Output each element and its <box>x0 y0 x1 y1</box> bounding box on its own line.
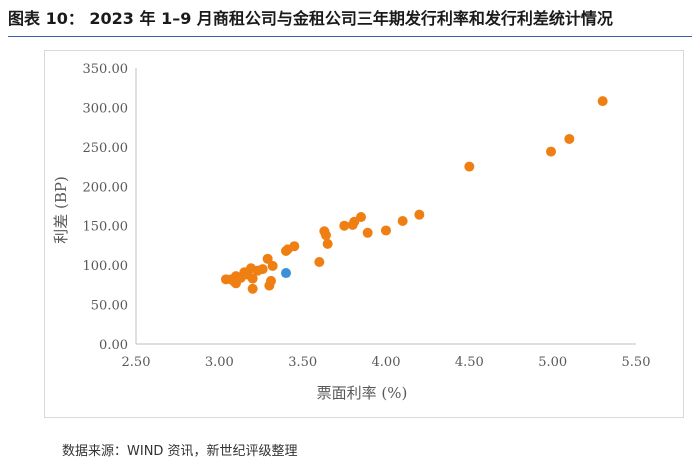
y-tick-label: 250.00 <box>83 141 129 156</box>
data-point <box>266 275 276 286</box>
y-tick-label: 300.00 <box>83 101 129 116</box>
x-tick-label: 3.00 <box>205 355 234 370</box>
x-tick-label: 4.50 <box>455 355 484 370</box>
x-axis-label: 票面利率 (%) <box>317 384 408 402</box>
chart-frame <box>44 50 684 418</box>
y-tick-labels: 0.00 50.00 100.00 150.00 200.00 250.00 300.00 3… <box>83 62 129 353</box>
y-tick-label: 100.00 <box>83 259 129 274</box>
data-point <box>262 253 273 264</box>
data-point <box>321 230 331 241</box>
data-point <box>356 212 366 223</box>
chart-title: 图表 10： 2023 年 1–9 月商租公司与金租公司三年期发行利率和发行利差… <box>8 9 613 28</box>
data-point <box>362 227 373 238</box>
data-points <box>221 96 608 294</box>
data-point <box>289 241 300 252</box>
data-point <box>397 215 408 226</box>
x-tick-label: 5.50 <box>622 355 651 370</box>
data-point <box>322 238 333 249</box>
x-tick-label: 3.50 <box>288 355 317 370</box>
data-point <box>339 220 350 231</box>
x-tick-label: 2.50 <box>122 355 151 370</box>
data-point <box>257 264 268 275</box>
data-point <box>281 268 291 279</box>
axes <box>135 68 636 345</box>
data-point <box>564 133 575 144</box>
data-point <box>247 283 258 294</box>
y-tick-label: 0.00 <box>99 338 128 353</box>
y-tick-label: 50.00 <box>91 299 128 314</box>
x-tick-label: 5.00 <box>538 355 567 370</box>
y-tick-label: 150.00 <box>83 220 129 235</box>
data-point <box>546 146 556 157</box>
x-tick-label: 4.00 <box>372 355 401 370</box>
data-point <box>267 260 278 271</box>
y-tick-label: 350.00 <box>83 62 129 77</box>
data-point <box>414 209 425 220</box>
data-point <box>381 225 391 236</box>
data-point <box>247 273 258 284</box>
y-tick-label: 200.00 <box>83 180 129 195</box>
data-point <box>464 161 475 172</box>
x-tick-labels: 2.50 3.00 3.50 4.00 4.50 5.00 5.50 <box>122 355 651 370</box>
data-point <box>314 256 325 267</box>
data-point <box>597 96 608 107</box>
data-source-note: 数据来源：WIND 资讯，新世纪评级整理 <box>62 444 298 459</box>
title-divider <box>8 36 692 37</box>
y-axis-label: 利差 (BP) <box>52 176 70 244</box>
